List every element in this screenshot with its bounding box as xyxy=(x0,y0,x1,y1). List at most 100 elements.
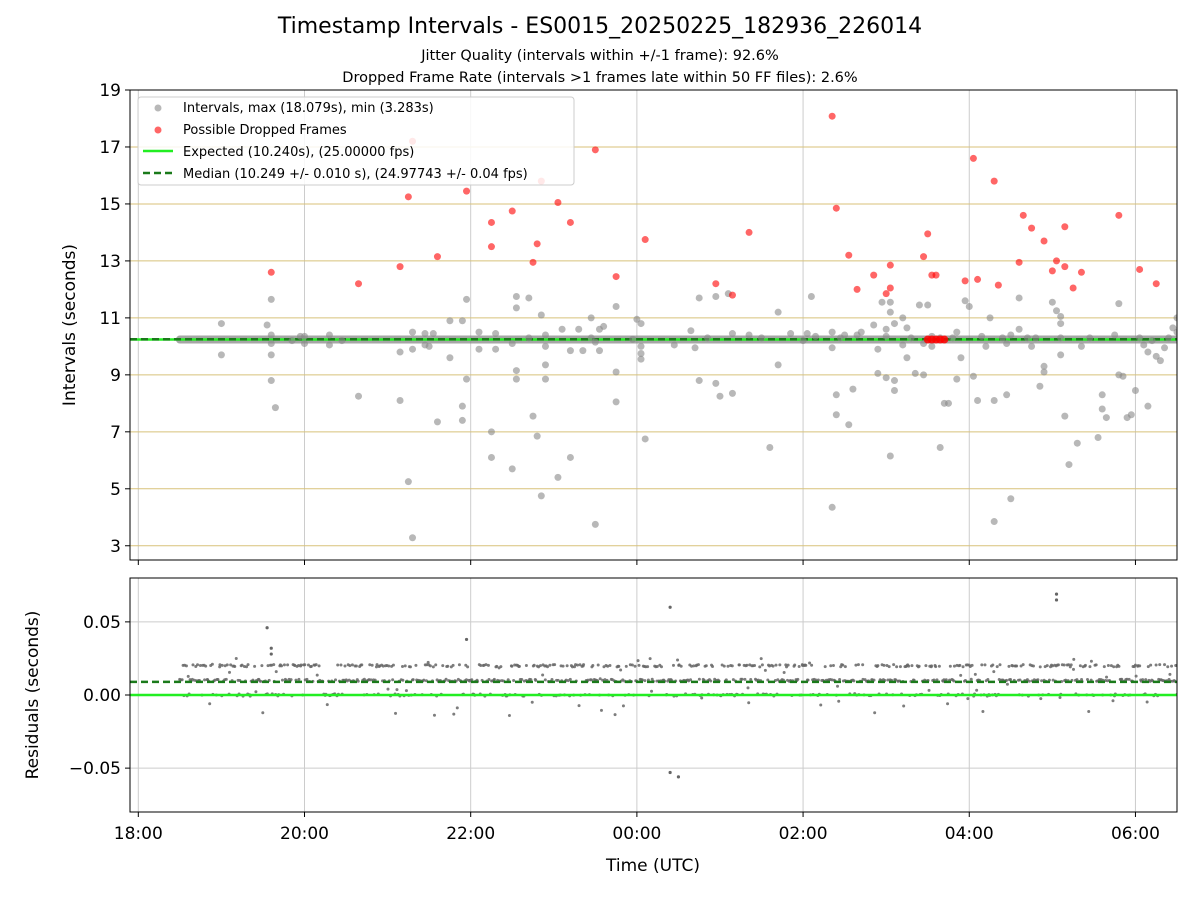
interval-point xyxy=(537,492,545,500)
residual-point xyxy=(636,659,640,663)
legend-marker-dropped xyxy=(154,126,162,134)
residual-point xyxy=(507,714,511,718)
interval-point xyxy=(774,308,782,316)
interval-point xyxy=(1036,382,1044,390)
interval-point xyxy=(612,302,620,310)
residual-point xyxy=(225,663,229,667)
residual-point xyxy=(541,673,545,677)
interval-point xyxy=(886,452,894,460)
x-tick-label: 00:00 xyxy=(612,824,661,844)
interval-point xyxy=(525,294,533,302)
residual-point xyxy=(983,663,987,667)
interval-point xyxy=(915,301,923,309)
residual-point xyxy=(774,663,778,667)
interval-point xyxy=(1073,439,1081,447)
interval-point xyxy=(1053,307,1061,315)
residual-point xyxy=(520,678,524,682)
interval-point xyxy=(982,342,990,350)
residual-point xyxy=(952,679,956,683)
residual-point xyxy=(253,664,257,668)
interval-point xyxy=(1061,412,1069,420)
interval-point xyxy=(512,367,520,375)
residual-point xyxy=(749,678,753,682)
residual-point xyxy=(486,663,490,667)
x-tick-label: 20:00 xyxy=(280,824,329,844)
residual-outlier-point xyxy=(269,646,273,650)
interval-point xyxy=(409,345,417,353)
residual-point xyxy=(786,663,790,667)
top-y-tick-label: 17 xyxy=(99,138,121,158)
interval-point xyxy=(1182,299,1189,306)
dropped-frame-point xyxy=(1152,280,1160,288)
interval-point xyxy=(1028,342,1036,350)
legend-label-dropped: Possible Dropped Frames xyxy=(183,123,347,138)
residual-point xyxy=(1149,663,1153,667)
interval-point xyxy=(566,347,574,355)
residual-point xyxy=(722,664,726,668)
interval-point xyxy=(512,293,520,301)
residual-point xyxy=(451,663,455,667)
residual-point xyxy=(746,686,750,690)
interval-point xyxy=(870,321,878,329)
residual-point xyxy=(266,664,270,668)
residual-point xyxy=(484,663,488,667)
residual-point xyxy=(534,678,538,682)
residual-point xyxy=(274,670,278,674)
interval-point xyxy=(890,320,898,328)
bottom-y-tick-label: −0.05 xyxy=(69,759,121,779)
residual-point xyxy=(1170,664,1174,668)
interval-point xyxy=(691,344,699,352)
interval-point xyxy=(612,368,620,376)
dropped-frame-point xyxy=(267,268,275,276)
residual-point xyxy=(617,664,621,668)
interval-point xyxy=(637,349,645,357)
top-y-tick-label: 5 xyxy=(110,480,121,500)
residual-point xyxy=(339,663,343,667)
dropped-frame-point xyxy=(554,199,562,207)
residual-point xyxy=(1094,663,1098,667)
residual-point xyxy=(608,663,612,667)
residual-point xyxy=(924,664,928,668)
dropped-frame-point xyxy=(1061,223,1069,231)
interval-point xyxy=(766,443,774,451)
residual-point xyxy=(529,678,533,682)
residual-point xyxy=(852,679,856,683)
residual-point xyxy=(1102,665,1106,669)
residual-point xyxy=(946,702,950,706)
dropped-frame-point xyxy=(1115,211,1123,219)
interval-point xyxy=(1140,341,1148,349)
interval-point xyxy=(807,293,815,301)
dropped-frame-point xyxy=(745,228,753,236)
interval-point xyxy=(641,435,649,443)
dropped-frame-point xyxy=(487,218,495,226)
residual-point xyxy=(395,688,399,692)
interval-point xyxy=(1173,328,1177,336)
dropped-frame-point xyxy=(1048,267,1056,275)
residual-point xyxy=(1040,679,1044,683)
interval-point xyxy=(463,375,471,383)
interval-point xyxy=(637,342,645,350)
residual-point xyxy=(203,678,207,682)
residual-point xyxy=(808,661,812,665)
interval-point xyxy=(695,294,703,302)
residual-point xyxy=(556,678,560,682)
interval-point xyxy=(849,385,857,393)
residual-point xyxy=(959,673,963,677)
residual-point xyxy=(937,664,941,668)
interval-point xyxy=(541,361,549,369)
interval-point xyxy=(1119,372,1127,380)
dropped-frame-point xyxy=(396,263,404,271)
interval-point xyxy=(409,328,417,336)
residual-point xyxy=(216,677,220,681)
residual-point xyxy=(1045,664,1049,668)
residual-point xyxy=(546,665,550,669)
interval-point xyxy=(920,371,928,379)
dropped-frame-point xyxy=(487,243,495,251)
interval-point xyxy=(961,297,969,305)
interval-point xyxy=(1115,300,1123,308)
residual-point xyxy=(958,663,962,667)
bottom-y-axis-label: Residuals (seconds) xyxy=(23,611,43,780)
residual-point xyxy=(282,663,286,667)
residual-point xyxy=(692,664,696,668)
interval-point xyxy=(1040,368,1048,376)
